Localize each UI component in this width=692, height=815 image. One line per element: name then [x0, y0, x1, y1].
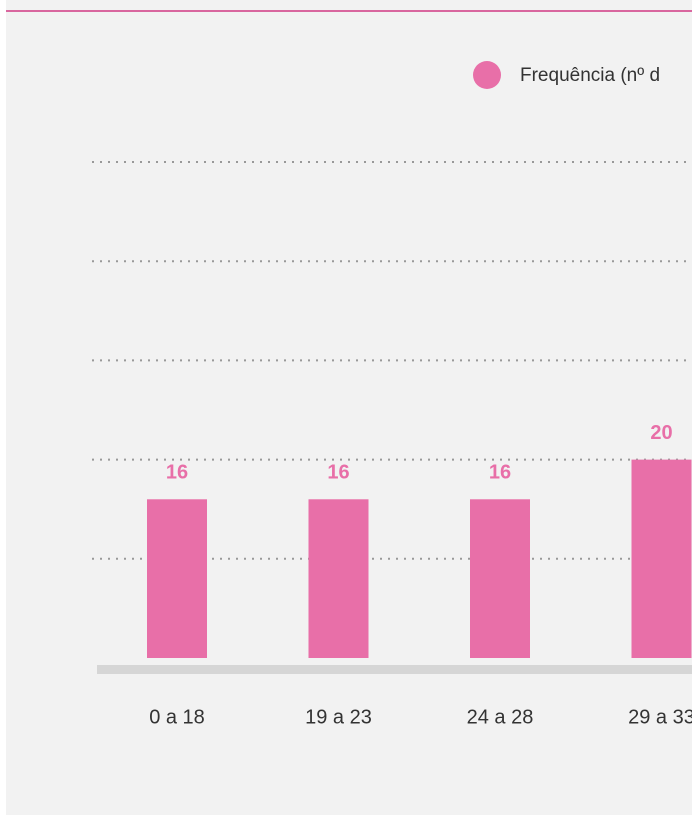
x-tick-label: 19 a 23 — [305, 706, 372, 728]
data-label: 16 — [489, 462, 511, 484]
x-tick-label: 0 a 18 — [149, 706, 205, 728]
data-label: 16 — [327, 462, 349, 484]
x-tick-label: 29 a 33 — [628, 706, 692, 728]
bar — [147, 499, 207, 658]
legend-swatch — [473, 61, 501, 89]
bar — [470, 499, 530, 658]
chart-background — [6, 0, 692, 815]
bar — [631, 459, 692, 658]
x-tick-label: 24 a 28 — [467, 706, 534, 728]
bar — [308, 499, 369, 658]
legend-label: Frequência (nº d — [520, 65, 660, 86]
data-label: 20 — [650, 422, 672, 444]
header-strip — [6, 0, 692, 11]
x-axis — [97, 665, 692, 674]
data-label: 16 — [166, 462, 188, 484]
